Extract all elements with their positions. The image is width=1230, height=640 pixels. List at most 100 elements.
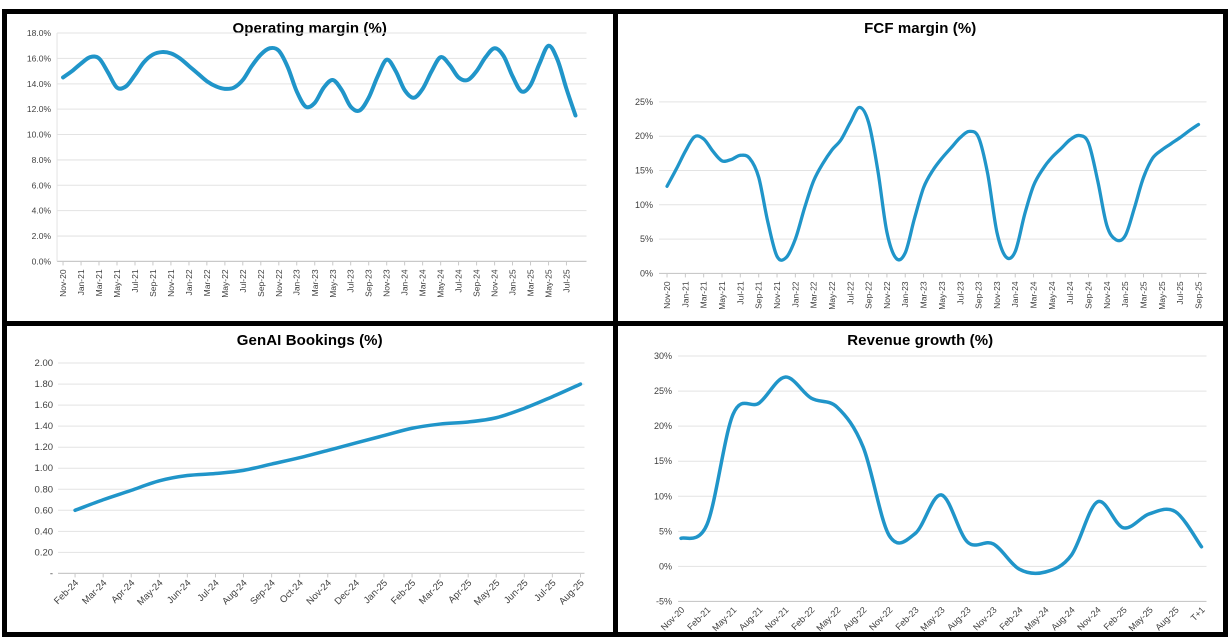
svg-text:Feb-21: Feb-21	[685, 604, 712, 631]
svg-text:Sep-24: Sep-24	[1083, 281, 1093, 309]
panel-genai-bookings: GenAI Bookings (%) 2.00 1.80 1.60 1.40 1.20 1…	[7, 325, 613, 632]
svg-text:0.40: 0.40	[35, 526, 53, 537]
svg-text:20%: 20%	[635, 131, 653, 141]
svg-text:12.0%: 12.0%	[27, 104, 52, 114]
svg-text:Nov-23: Nov-23	[991, 281, 1001, 309]
svg-text:T+1: T+1	[1188, 604, 1206, 622]
revenue-growth-plot: 30% 25% 20% 15% 10% 5% 0% -5%Nov-20Feb-21May-21…	[654, 351, 1207, 632]
svg-text:Aug-25: Aug-25	[557, 577, 586, 606]
svg-text:Jul-23: Jul-23	[955, 281, 965, 304]
svg-text:Jul-23: Jul-23	[346, 269, 356, 292]
svg-text:Nov-20: Nov-20	[58, 269, 68, 297]
svg-text:May-23: May-23	[936, 281, 946, 310]
svg-text:10.0%: 10.0%	[27, 129, 52, 139]
svg-text:Mar-25: Mar-25	[526, 269, 536, 296]
svg-text:Nov-20: Nov-20	[662, 281, 672, 309]
panel-revenue-growth: Revenue growth (%) 30% 25% 20% 15% 10% 5% 0% -5…	[617, 325, 1223, 632]
svg-text:Jan-23: Jan-23	[292, 269, 302, 295]
svg-text:0.80: 0.80	[35, 484, 53, 495]
svg-text:Jan-23: Jan-23	[900, 281, 910, 307]
svg-text:Jan-22: Jan-22	[790, 281, 800, 307]
svg-text:Sep-23: Sep-23	[364, 269, 374, 297]
svg-text:Mar-25: Mar-25	[417, 577, 446, 606]
svg-text:May-24: May-24	[436, 269, 446, 298]
svg-text:16.0%: 16.0%	[27, 53, 52, 63]
chart-title-genai-bookings: GenAI Bookings (%)	[236, 331, 383, 349]
svg-text:Dec-24: Dec-24	[333, 577, 362, 606]
svg-text:Oct-24: Oct-24	[278, 577, 306, 605]
svg-text:May-22: May-22	[220, 269, 230, 298]
chart-title-revenue-growth: Revenue growth (%)	[847, 331, 994, 349]
svg-text:Jun-24: Jun-24	[165, 577, 193, 605]
svg-text:0%: 0%	[659, 561, 672, 571]
svg-text:Nov-24: Nov-24	[1075, 604, 1103, 632]
svg-text:Feb-23: Feb-23	[893, 604, 920, 631]
svg-text:Sep-21: Sep-21	[753, 281, 763, 309]
svg-text:Jul-25: Jul-25	[1175, 281, 1185, 304]
svg-text:May-24: May-24	[1022, 604, 1050, 632]
svg-text:Aug-24: Aug-24	[220, 577, 249, 606]
svg-text:Jul-21: Jul-21	[130, 269, 140, 292]
svg-text:2.0%: 2.0%	[32, 231, 52, 241]
svg-text:Nov-20: Nov-20	[658, 604, 686, 632]
svg-text:Jan-25: Jan-25	[1120, 281, 1130, 307]
svg-text:Jul-22: Jul-22	[845, 281, 855, 304]
svg-text:10%: 10%	[635, 200, 653, 210]
svg-text:Nov-23: Nov-23	[971, 604, 999, 632]
svg-text:May-25: May-25	[1156, 281, 1166, 310]
svg-text:Apr-24: Apr-24	[109, 577, 137, 605]
svg-text:Jan-24: Jan-24	[1010, 281, 1020, 307]
svg-text:Feb-24: Feb-24	[997, 604, 1024, 631]
svg-text:May-24: May-24	[1046, 281, 1056, 310]
svg-text:Feb-25: Feb-25	[389, 577, 418, 606]
svg-text:Sep-22: Sep-22	[863, 281, 873, 309]
svg-text:18.0%: 18.0%	[27, 28, 52, 38]
svg-text:Sep-25: Sep-25	[1193, 281, 1203, 309]
svg-text:25%: 25%	[635, 97, 653, 107]
svg-text:Feb-25: Feb-25	[1101, 604, 1128, 631]
svg-text:0.0%: 0.0%	[32, 256, 52, 266]
svg-text:5%: 5%	[640, 234, 653, 244]
svg-text:Jan-21: Jan-21	[76, 269, 86, 295]
svg-text:1.20: 1.20	[35, 442, 53, 453]
svg-text:25%: 25%	[654, 386, 672, 396]
operating-margin-plot: 18.0% 16.0% 14.0% 12.0% 10.0% 8.0% 6.0% 4.0% 2.0…	[27, 28, 587, 298]
svg-text:14.0%: 14.0%	[27, 79, 52, 89]
svg-text:Nov-22: Nov-22	[867, 604, 895, 632]
svg-text:May-21: May-21	[112, 269, 122, 298]
svg-text:Sep-21: Sep-21	[148, 269, 158, 297]
svg-text:6.0%: 6.0%	[32, 180, 52, 190]
svg-text:Jul-24: Jul-24	[454, 269, 464, 292]
svg-text:1.00: 1.00	[35, 463, 53, 474]
svg-text:Aug-24: Aug-24	[1049, 604, 1077, 632]
svg-text:1.40: 1.40	[35, 421, 53, 432]
svg-text:Mar-21: Mar-21	[94, 269, 104, 296]
svg-text:Jul-24: Jul-24	[1065, 281, 1075, 304]
svg-text:15%: 15%	[635, 165, 653, 175]
svg-text:Nov-21: Nov-21	[762, 604, 790, 632]
svg-text:0.20: 0.20	[35, 547, 53, 558]
svg-text:May-25: May-25	[472, 577, 502, 607]
svg-text:Nov-22: Nov-22	[274, 269, 284, 297]
svg-text:Aug-22: Aug-22	[841, 604, 869, 632]
svg-text:Aug-21: Aug-21	[736, 604, 764, 632]
svg-text:Jan-25: Jan-25	[508, 269, 518, 295]
svg-text:May-25: May-25	[1126, 604, 1154, 632]
svg-text:Jul-21: Jul-21	[735, 281, 745, 304]
svg-text:Jun-25: Jun-25	[502, 577, 530, 605]
svg-text:4.0%: 4.0%	[32, 206, 52, 216]
svg-text:Jan-24: Jan-24	[400, 269, 410, 295]
svg-text:Sep-24: Sep-24	[472, 269, 482, 297]
svg-text:Feb-24: Feb-24	[52, 577, 81, 606]
svg-text:May-23: May-23	[328, 269, 338, 298]
svg-text:Jul-22: Jul-22	[238, 269, 248, 292]
svg-text:Apr-25: Apr-25	[446, 577, 474, 605]
svg-text:Nov-23: Nov-23	[382, 269, 392, 297]
fcf-margin-plot: 25% 20% 15% 10% 5% 0% Nov-20 Jan-21 Mar-21 May-21…	[635, 97, 1206, 310]
svg-text:May-21: May-21	[710, 604, 738, 632]
svg-text:8.0%: 8.0%	[32, 155, 52, 165]
chart-grid-frame: Operating margin (%) 18.0% 16.0% 14.0% 12.0…	[2, 9, 1228, 637]
svg-text:Sep-24: Sep-24	[248, 577, 277, 606]
svg-text:Jan-22: Jan-22	[184, 269, 194, 295]
svg-text:10%: 10%	[654, 491, 672, 501]
